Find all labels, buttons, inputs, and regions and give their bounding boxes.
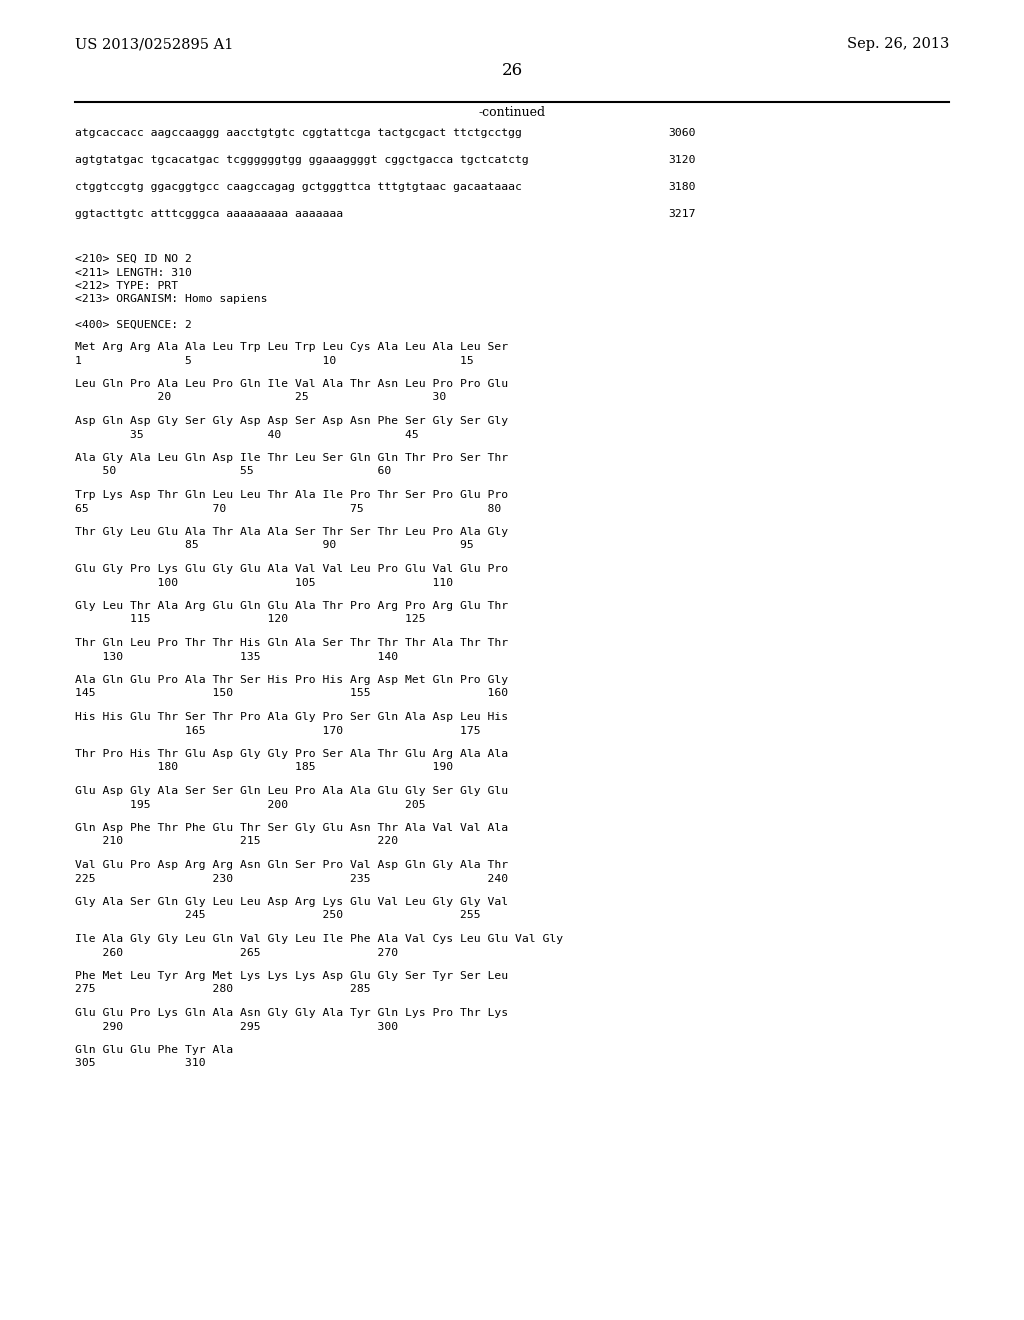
Text: Leu Gln Pro Ala Leu Pro Gln Ile Val Ala Thr Asn Leu Pro Pro Glu: Leu Gln Pro Ala Leu Pro Gln Ile Val Ala … — [75, 379, 508, 389]
Text: 165                 170                 175: 165 170 175 — [75, 726, 480, 735]
Text: Gln Glu Glu Phe Tyr Ala: Gln Glu Glu Phe Tyr Ala — [75, 1045, 233, 1055]
Text: Gly Ala Ser Gln Gly Leu Leu Asp Arg Lys Glu Val Leu Gly Gly Val: Gly Ala Ser Gln Gly Leu Leu Asp Arg Lys … — [75, 898, 508, 907]
Text: 3217: 3217 — [668, 209, 695, 219]
Text: 26: 26 — [502, 62, 522, 79]
Text: Val Glu Pro Asp Arg Arg Asn Gln Ser Pro Val Asp Gln Gly Ala Thr: Val Glu Pro Asp Arg Arg Asn Gln Ser Pro … — [75, 861, 508, 870]
Text: 225                 230                 235                 240: 225 230 235 240 — [75, 874, 508, 883]
Text: Thr Pro His Thr Glu Asp Gly Gly Pro Ser Ala Thr Glu Arg Ala Ala: Thr Pro His Thr Glu Asp Gly Gly Pro Ser … — [75, 748, 508, 759]
Text: -continued: -continued — [478, 106, 546, 119]
Text: Glu Glu Pro Lys Gln Ala Asn Gly Gly Ala Tyr Gln Lys Pro Thr Lys: Glu Glu Pro Lys Gln Ala Asn Gly Gly Ala … — [75, 1008, 508, 1018]
Text: Ile Ala Gly Gly Leu Gln Val Gly Leu Ile Phe Ala Val Cys Leu Glu Val Gly: Ile Ala Gly Gly Leu Gln Val Gly Leu Ile … — [75, 935, 563, 944]
Text: US 2013/0252895 A1: US 2013/0252895 A1 — [75, 37, 233, 51]
Text: Gly Leu Thr Ala Arg Glu Gln Glu Ala Thr Pro Arg Pro Arg Glu Thr: Gly Leu Thr Ala Arg Glu Gln Glu Ala Thr … — [75, 601, 508, 611]
Text: Asp Gln Asp Gly Ser Gly Asp Asp Ser Asp Asn Phe Ser Gly Ser Gly: Asp Gln Asp Gly Ser Gly Asp Asp Ser Asp … — [75, 416, 508, 426]
Text: 210                 215                 220: 210 215 220 — [75, 837, 398, 846]
Text: Glu Asp Gly Ala Ser Ser Gln Leu Pro Ala Ala Glu Gly Ser Gly Glu: Glu Asp Gly Ala Ser Ser Gln Leu Pro Ala … — [75, 785, 508, 796]
Text: 20                  25                  30: 20 25 30 — [75, 392, 446, 403]
Text: 195                 200                 205: 195 200 205 — [75, 800, 426, 809]
Text: <400> SEQUENCE: 2: <400> SEQUENCE: 2 — [75, 319, 191, 330]
Text: 145                 150                 155                 160: 145 150 155 160 — [75, 689, 508, 698]
Text: Ala Gly Ala Leu Gln Asp Ile Thr Leu Ser Gln Gln Thr Pro Ser Thr: Ala Gly Ala Leu Gln Asp Ile Thr Leu Ser … — [75, 453, 508, 463]
Text: Thr Gly Leu Glu Ala Thr Ala Ala Ser Thr Ser Thr Leu Pro Ala Gly: Thr Gly Leu Glu Ala Thr Ala Ala Ser Thr … — [75, 527, 508, 537]
Text: ctggtccgtg ggacggtgcc caagccagag gctgggttca tttgtgtaac gacaataaac: ctggtccgtg ggacggtgcc caagccagag gctgggt… — [75, 182, 522, 191]
Text: Sep. 26, 2013: Sep. 26, 2013 — [847, 37, 949, 51]
Text: Trp Lys Asp Thr Gln Leu Leu Thr Ala Ile Pro Thr Ser Pro Glu Pro: Trp Lys Asp Thr Gln Leu Leu Thr Ala Ile … — [75, 490, 508, 500]
Text: 305             310: 305 310 — [75, 1059, 206, 1068]
Text: <211> LENGTH: 310: <211> LENGTH: 310 — [75, 268, 191, 277]
Text: agtgtatgac tgcacatgac tcggggggtgg ggaaaggggt cggctgacca tgctcatctg: agtgtatgac tgcacatgac tcggggggtgg ggaaag… — [75, 154, 528, 165]
Text: atgcaccacc aagccaaggg aacctgtgtc cggtattcga tactgcgact ttctgcctgg: atgcaccacc aagccaaggg aacctgtgtc cggtatt… — [75, 128, 522, 139]
Text: <210> SEQ ID NO 2: <210> SEQ ID NO 2 — [75, 253, 191, 264]
Text: 1               5                   10                  15: 1 5 10 15 — [75, 355, 474, 366]
Text: Ala Gln Glu Pro Ala Thr Ser His Pro His Arg Asp Met Gln Pro Gly: Ala Gln Glu Pro Ala Thr Ser His Pro His … — [75, 675, 508, 685]
Text: Gln Asp Phe Thr Phe Glu Thr Ser Gly Glu Asn Thr Ala Val Val Ala: Gln Asp Phe Thr Phe Glu Thr Ser Gly Glu … — [75, 822, 508, 833]
Text: 245                 250                 255: 245 250 255 — [75, 911, 480, 920]
Text: 115                 120                 125: 115 120 125 — [75, 615, 426, 624]
Text: 275                 280                 285: 275 280 285 — [75, 985, 371, 994]
Text: 260                 265                 270: 260 265 270 — [75, 948, 398, 957]
Text: <213> ORGANISM: Homo sapiens: <213> ORGANISM: Homo sapiens — [75, 294, 267, 305]
Text: Glu Gly Pro Lys Glu Gly Glu Ala Val Val Leu Pro Glu Val Glu Pro: Glu Gly Pro Lys Glu Gly Glu Ala Val Val … — [75, 564, 508, 574]
Text: Thr Gln Leu Pro Thr Thr His Gln Ala Ser Thr Thr Thr Ala Thr Thr: Thr Gln Leu Pro Thr Thr His Gln Ala Ser … — [75, 638, 508, 648]
Text: 130                 135                 140: 130 135 140 — [75, 652, 398, 661]
Text: His His Glu Thr Ser Thr Pro Ala Gly Pro Ser Gln Ala Asp Leu His: His His Glu Thr Ser Thr Pro Ala Gly Pro … — [75, 711, 508, 722]
Text: 3120: 3120 — [668, 154, 695, 165]
Text: 50                  55                  60: 50 55 60 — [75, 466, 391, 477]
Text: 85                  90                  95: 85 90 95 — [75, 540, 474, 550]
Text: 180                 185                 190: 180 185 190 — [75, 763, 454, 772]
Text: 100                 105                 110: 100 105 110 — [75, 578, 454, 587]
Text: ggtacttgtc atttcgggca aaaaaaaaa aaaaaaa: ggtacttgtc atttcgggca aaaaaaaaa aaaaaaa — [75, 209, 343, 219]
Text: 35                  40                  45: 35 40 45 — [75, 429, 419, 440]
Text: Met Arg Arg Ala Ala Leu Trp Leu Trp Leu Cys Ala Leu Ala Leu Ser: Met Arg Arg Ala Ala Leu Trp Leu Trp Leu … — [75, 342, 508, 352]
Text: 65                  70                  75                  80: 65 70 75 80 — [75, 503, 502, 513]
Text: 290                 295                 300: 290 295 300 — [75, 1022, 398, 1031]
Text: <212> TYPE: PRT: <212> TYPE: PRT — [75, 281, 178, 290]
Text: 3060: 3060 — [668, 128, 695, 139]
Text: Phe Met Leu Tyr Arg Met Lys Lys Lys Asp Glu Gly Ser Tyr Ser Leu: Phe Met Leu Tyr Arg Met Lys Lys Lys Asp … — [75, 972, 508, 981]
Text: 3180: 3180 — [668, 182, 695, 191]
